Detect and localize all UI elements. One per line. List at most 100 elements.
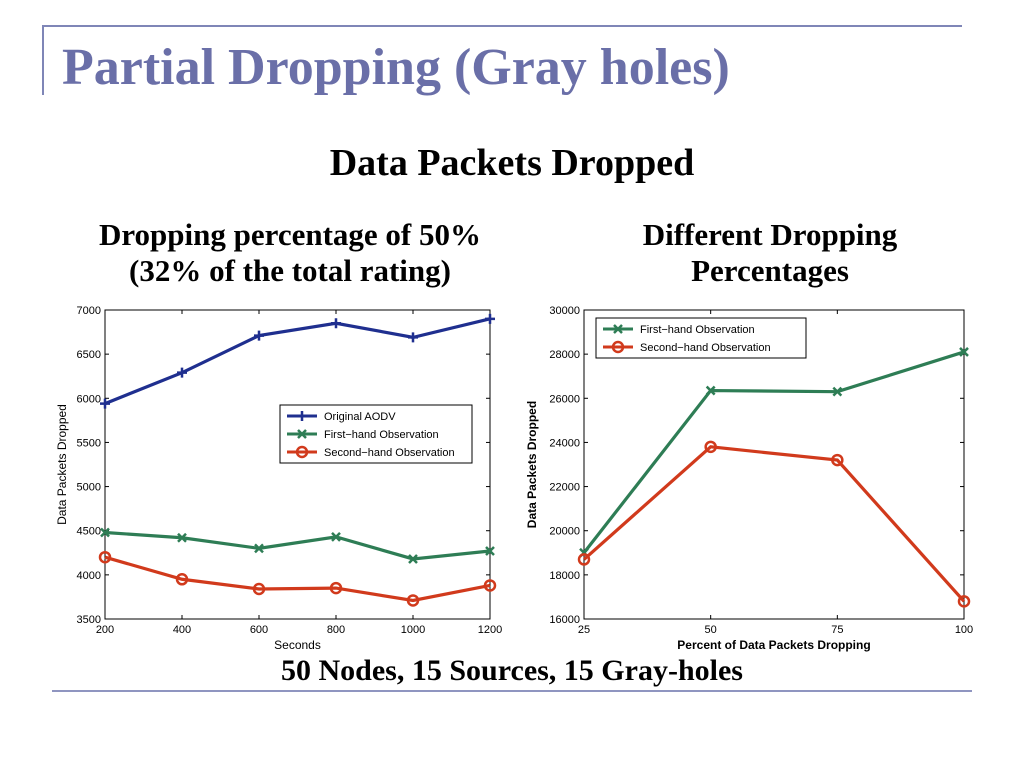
chart2-series-line-1	[582, 350, 965, 554]
chart2-heading-line1: Different Dropping	[642, 217, 898, 252]
chart1-y-axis-label: Data Packets Dropped	[55, 404, 69, 525]
slide-footer: 50 Nodes, 15 Sources, 15 Gray-holes	[281, 654, 743, 687]
chart1-series-1-point-shape	[254, 330, 264, 341]
chart1-ytick-label: 5000	[77, 482, 101, 494]
chart1-plot-area	[104, 309, 491, 620]
chart1-series-3-point	[98, 550, 112, 564]
chart1-series-1-point	[254, 330, 264, 341]
chart2-series-2-point	[957, 595, 971, 608]
chart2-ytick-label: 22000	[549, 482, 580, 494]
chart2-series-1-point-shape	[832, 386, 843, 397]
chart1-series-2-point-shape	[100, 527, 110, 538]
chart2-series-2-point	[577, 553, 591, 566]
chart1-series-2-point	[100, 527, 110, 538]
chart1-series-3-point-shape	[406, 594, 420, 607]
chart2-legend-marker	[613, 324, 623, 334]
chart1-series-line-3	[104, 555, 491, 603]
chart1-legend-marker-shape	[295, 445, 309, 459]
chart1-series-3-point	[252, 582, 266, 596]
chart2-series-2-point-shape	[577, 553, 591, 566]
chart1-ytick-label: 3500	[77, 614, 101, 626]
chart2-series-1-point	[959, 347, 969, 357]
chart1-series-2-point	[408, 554, 418, 564]
chart1-legend-label: Original AODV	[324, 411, 396, 423]
chart2-series-2-point-shape	[957, 595, 971, 608]
chart2-series-2-point-shape	[704, 440, 717, 454]
chart1-xtick-label: 1000	[401, 624, 425, 636]
chart1-series-line-2	[104, 530, 491, 561]
chart1-ytick-label: 6000	[77, 393, 101, 405]
chart1-series-2-point-shape	[485, 546, 495, 556]
chart1-series-1-point-shape	[177, 367, 187, 378]
chart1-heading-line1: Dropping percentage of 50%	[98, 217, 482, 252]
chart1-xtick-label: 600	[250, 624, 268, 636]
chart1-series-2-point-shape	[331, 532, 341, 542]
chart2-ytick-label: 24000	[549, 437, 580, 449]
chart2-ytick-label: 30000	[549, 305, 580, 317]
chart2-legend-marker	[611, 340, 625, 354]
chart2-series-line-2	[582, 445, 966, 603]
chart1-series-3-point-shape	[329, 581, 343, 595]
chart1-series-2-point	[254, 543, 264, 554]
chart2-legend-marker-shape	[613, 324, 623, 334]
chart2-heading: Different Dropping Percentages	[560, 217, 980, 288]
chart2-ytick-label: 28000	[549, 349, 580, 361]
chart1-series-3-point-shape	[252, 582, 266, 596]
chart1-xtick-label: 400	[173, 624, 191, 636]
chart2-legend-box	[595, 317, 807, 359]
chart2-heading-line2: Percentages	[691, 252, 849, 288]
slide-bottom-rule	[52, 690, 972, 692]
chart1-series-1-point	[408, 332, 418, 343]
chart2-series-1-point	[705, 385, 716, 396]
chart1-heading: Dropping percentage of 50% (32% of the t…	[40, 217, 540, 288]
chart1-series-3-point	[329, 581, 343, 595]
chart1-series-1-point	[331, 318, 341, 329]
chart1-series-2-point	[177, 532, 187, 543]
chart1-series-3-point	[483, 579, 497, 592]
chart1-series-1-point	[100, 398, 110, 409]
chart1-ytick-label: 4500	[77, 526, 101, 538]
chart2-legend-label: First−hand Observation	[640, 324, 755, 336]
chart2-ytick-label: 20000	[549, 526, 580, 538]
chart1-series-1-point	[177, 367, 187, 378]
chart2-xtick-label: 100	[955, 624, 973, 636]
chart1-ytick-label: 6500	[77, 349, 101, 361]
chart2-xtick-label: 50	[705, 624, 717, 636]
chart1-legend-marker-shape	[297, 411, 307, 421]
chart2-series-1-point-shape	[705, 385, 716, 396]
chart2-series-2-point-shape	[831, 453, 844, 467]
chart1-ytick-label: 4000	[77, 570, 101, 582]
chart2-y-axis-label: Data Packets Dropped	[525, 401, 539, 528]
chart1-legend-label: Second−hand Observation	[324, 447, 455, 459]
chart1-series-1-point-shape	[331, 318, 341, 329]
chart1-xtick-label: 200	[96, 624, 114, 636]
chart2-legend-marker-shape	[611, 340, 625, 354]
chart2-ytick-label: 18000	[549, 570, 580, 582]
chart1-series-3-point-shape	[98, 550, 112, 564]
chart1-ytick-label: 7000	[77, 305, 101, 317]
chart1-series-3-point	[175, 573, 189, 586]
chart1-series-2-point	[485, 546, 495, 556]
chart1-x-axis-label: Seconds	[274, 638, 321, 652]
chart1-legend-marker	[297, 429, 307, 439]
chart1-series-2-point-shape	[177, 532, 187, 543]
chart1-series-3-point	[406, 594, 420, 607]
chart1-legend-marker	[297, 411, 307, 421]
chart2-series-1-point-shape	[959, 347, 969, 357]
chart1-xtick-label: 1200	[478, 624, 502, 636]
chart1-series-2-point-shape	[408, 554, 418, 564]
slide-subtitle: Data Packets Dropped	[329, 142, 695, 184]
chart1-xtick-label: 800	[327, 624, 345, 636]
chart1-series-3-point-shape	[483, 579, 497, 592]
slide-title: Partial Dropping (Gray holes)	[62, 39, 730, 96]
chart2-legend-label: Second−hand Observation	[640, 342, 771, 354]
chart2-xtick-label: 25	[578, 624, 590, 636]
chart1-legend-marker-shape	[297, 429, 307, 439]
chart2-xtick-label: 75	[831, 624, 843, 636]
chart1-legend-label: First−hand Observation	[324, 429, 439, 441]
slide-top-rule	[42, 25, 962, 27]
chart2-series-1-point	[832, 386, 843, 397]
chart2-series-2-point	[831, 453, 844, 467]
chart2-x-axis-label: Percent of Data Packets Dropping	[677, 638, 870, 652]
chart2-ytick-label: 26000	[549, 393, 580, 405]
